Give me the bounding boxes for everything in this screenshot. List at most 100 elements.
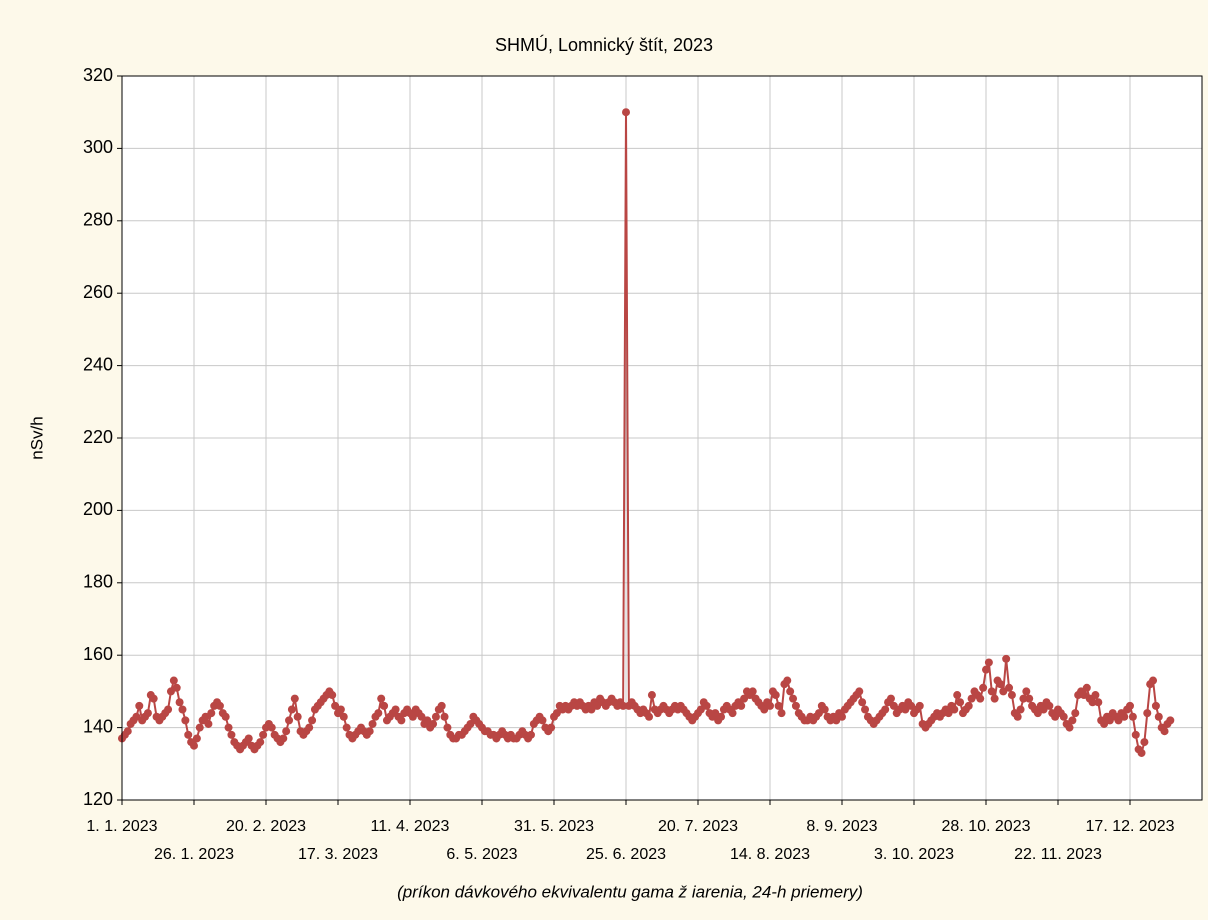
data-point <box>184 730 193 739</box>
data-point <box>886 694 895 703</box>
data-point <box>996 680 1005 689</box>
data-point <box>290 694 299 703</box>
y-tick-label: 120 <box>83 789 113 809</box>
y-tick-label: 220 <box>83 427 113 447</box>
data-point <box>858 698 867 707</box>
data-point <box>748 687 757 696</box>
data-point <box>178 705 187 714</box>
data-point <box>976 694 985 703</box>
data-point <box>339 712 348 721</box>
data-point <box>417 712 426 721</box>
data-point <box>1131 730 1140 739</box>
data-point <box>1005 683 1014 692</box>
data-point <box>783 676 792 685</box>
data-point <box>814 709 823 718</box>
data-point <box>1016 705 1025 714</box>
data-point <box>215 701 224 710</box>
data-point <box>175 698 184 707</box>
y-tick-label: 260 <box>83 282 113 302</box>
data-point <box>149 694 158 703</box>
data-point <box>907 701 916 710</box>
data-point <box>408 712 417 721</box>
data-point <box>267 723 276 732</box>
data-point <box>190 741 198 750</box>
data-point <box>391 705 400 714</box>
data-point <box>967 694 976 703</box>
x-tick-label: 3. 10. 2023 <box>874 846 954 863</box>
data-point <box>982 665 990 674</box>
x-tick-label: 25. 6. 2023 <box>586 846 666 863</box>
data-point <box>166 687 175 696</box>
data-point <box>1154 712 1163 721</box>
data-point <box>832 716 841 725</box>
x-tick-label: 31. 5. 2023 <box>514 818 594 835</box>
data-point <box>256 738 265 747</box>
data-point <box>1082 683 1091 692</box>
data-point <box>1128 712 1137 721</box>
data-point <box>901 705 910 714</box>
data-point <box>820 705 829 714</box>
data-point <box>1126 701 1134 710</box>
data-point <box>622 108 630 117</box>
data-point <box>771 691 780 700</box>
data-point <box>1025 694 1034 703</box>
data-point <box>915 701 924 710</box>
data-point <box>201 712 210 721</box>
data-point <box>1151 701 1160 710</box>
data-point <box>1088 698 1097 707</box>
y-tick-label: 140 <box>83 716 113 736</box>
data-point <box>172 683 181 692</box>
data-point <box>1033 709 1042 718</box>
data-point <box>285 716 294 725</box>
y-tick-label: 320 <box>83 65 113 85</box>
data-point <box>1137 748 1146 757</box>
data-point <box>305 723 314 732</box>
data-point <box>1100 719 1109 728</box>
data-point <box>717 712 726 721</box>
x-tick-label: 26. 1. 2023 <box>154 846 234 863</box>
data-point <box>979 683 988 692</box>
data-point <box>855 687 864 696</box>
x-axis-label: (príkon dávkového ekvivalentu gama ž iar… <box>397 882 863 901</box>
y-tick-label: 240 <box>83 354 113 374</box>
data-point <box>287 705 296 714</box>
data-point <box>789 694 798 703</box>
data-point <box>552 709 561 718</box>
data-point <box>328 691 337 700</box>
y-tick-label: 200 <box>83 499 113 519</box>
x-tick-label: 6. 5. 2023 <box>446 846 517 863</box>
data-point <box>964 701 973 710</box>
data-point <box>1068 716 1077 725</box>
marks <box>118 108 1175 757</box>
data-point <box>181 716 190 725</box>
data-point <box>645 712 654 721</box>
data-point <box>368 719 377 728</box>
y-axis-label: nSv/h <box>27 416 46 459</box>
data-point <box>1114 716 1123 725</box>
data-point <box>861 705 870 714</box>
data-point <box>132 712 141 721</box>
data-point <box>1045 701 1054 710</box>
data-point <box>204 719 213 728</box>
data-point <box>526 730 535 739</box>
x-tick-label: 17. 12. 2023 <box>1086 818 1175 835</box>
y-tick-label: 180 <box>83 572 113 592</box>
x-tick-label: 20. 7. 2023 <box>658 818 738 835</box>
data-point <box>135 701 144 710</box>
data-point <box>123 727 132 736</box>
data-point <box>1160 727 1169 736</box>
data-point <box>702 701 711 710</box>
data-point <box>766 701 774 710</box>
data-point <box>169 676 178 685</box>
data-point <box>889 701 898 710</box>
data-point <box>336 705 345 714</box>
data-point <box>737 701 746 710</box>
data-point <box>293 712 302 721</box>
data-point <box>429 719 438 728</box>
data-point <box>593 701 602 710</box>
data-point <box>279 734 288 743</box>
data-point <box>953 691 962 700</box>
data-point <box>647 691 656 700</box>
data-point <box>774 701 783 710</box>
